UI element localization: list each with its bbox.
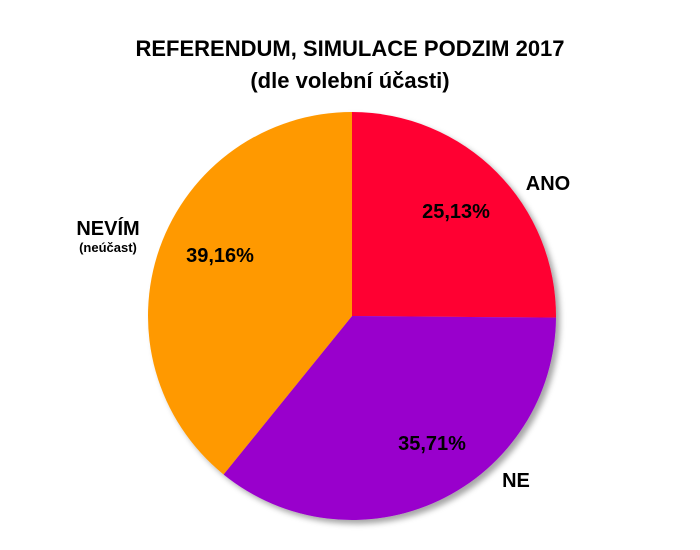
slice-nevim: [148, 112, 352, 475]
slice-sublabel-nevim: (neúčast): [79, 240, 137, 255]
chart-subtitle: (dle volební účasti): [250, 68, 449, 93]
pie-labels: ANO 25,13% NE 35,71% NEVÍM (neúčast) 39,…: [76, 173, 570, 492]
slice-value-ano: 25,13%: [422, 201, 490, 223]
slice-label-ne: NE: [502, 470, 530, 492]
slice-label-nevim: NEVÍM: [76, 217, 139, 240]
slice-label-ano: ANO: [526, 173, 570, 195]
slice-value-ne: 35,71%: [398, 433, 466, 455]
slice-value-nevim: 39,16%: [186, 245, 254, 267]
slice-ano: [352, 112, 556, 318]
chart-title: REFERENDUM, SIMULACE PODZIM 2017: [135, 36, 564, 61]
slice-ne: [223, 316, 556, 520]
pie-slices: [148, 112, 556, 520]
